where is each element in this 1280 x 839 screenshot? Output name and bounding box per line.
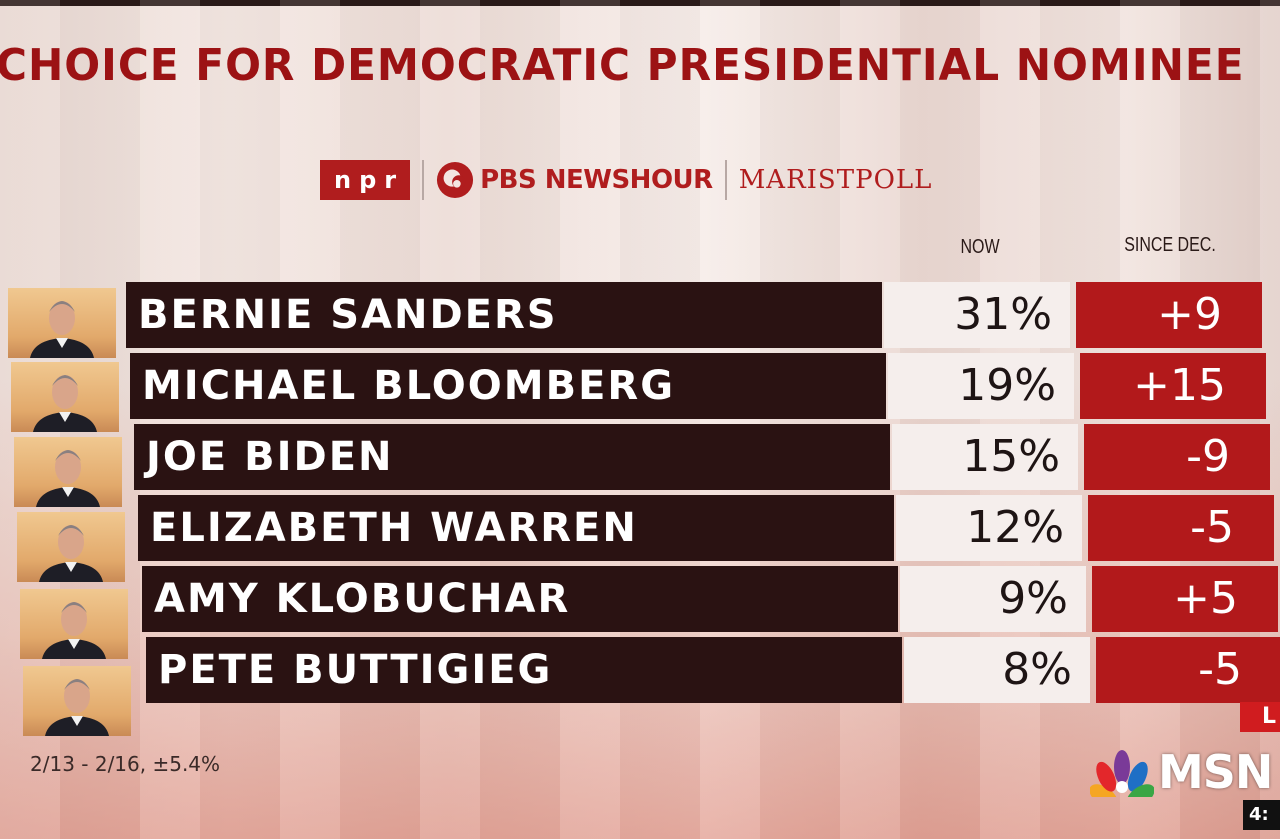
now-percentage: 19%	[888, 353, 1074, 419]
time-display: 4:	[1243, 800, 1280, 830]
person-icon	[42, 602, 106, 659]
candidate-photo	[20, 589, 128, 659]
candidate-photo	[17, 512, 125, 582]
change-since-dec: -9	[1084, 424, 1270, 490]
npr-logo: npr	[320, 160, 411, 200]
candidate-name: ELIZABETH WARREN	[138, 495, 894, 561]
change-since-dec: +15	[1080, 353, 1266, 419]
person-icon	[33, 375, 97, 432]
change-since-dec: +5	[1092, 566, 1278, 632]
network-name: MSN	[1158, 745, 1273, 799]
chart-title: CHOICE FOR DEMOCRATIC PRESIDENTIAL NOMIN…	[0, 40, 1245, 91]
peacock-icon	[1090, 750, 1154, 797]
column-header-now: NOW	[960, 236, 1000, 258]
pbs-head-icon	[437, 161, 474, 199]
now-percentage: 8%	[904, 637, 1090, 703]
now-percentage: 15%	[892, 424, 1078, 490]
candidate-name: BERNIE SANDERS	[126, 282, 882, 348]
person-icon	[36, 450, 100, 507]
candidate-photo	[8, 288, 116, 358]
now-percentage: 9%	[900, 566, 1086, 632]
network-logo: MSN	[1090, 745, 1273, 799]
candidate-photo	[14, 437, 122, 507]
now-percentage: 31%	[884, 282, 1070, 348]
person-icon	[30, 301, 94, 358]
candidate-name: PETE BUTTIGIEG	[146, 637, 902, 703]
change-since-dec: +9	[1076, 282, 1262, 348]
person-icon	[39, 525, 103, 582]
person-icon	[45, 679, 109, 736]
candidate-photo	[23, 666, 131, 736]
candidate-photo	[11, 362, 119, 432]
now-percentage: 12%	[896, 495, 1082, 561]
live-badge: L	[1240, 702, 1280, 732]
candidate-name: JOE BIDEN	[134, 424, 890, 490]
column-header-since-dec: SINCE DEC.	[1124, 234, 1216, 256]
change-since-dec: -5	[1088, 495, 1274, 561]
logo-divider	[422, 160, 425, 200]
logo-divider	[724, 160, 727, 200]
marist-poll-logo: MARISTPOLL	[738, 165, 933, 195]
poll-dates-margin-of-error: 2/13 - 2/16, ±5.4%	[30, 752, 221, 776]
pbs-newshour-logo: PBS NEWSHOUR	[436, 161, 713, 199]
change-since-dec: -5	[1096, 637, 1280, 703]
sponsor-logos: npr PBS NEWSHOUR MARISTPOLL	[320, 156, 932, 204]
candidate-name: MICHAEL BLOOMBERG	[130, 353, 886, 419]
pbs-newshour-label: PBS NEWSHOUR	[480, 165, 713, 195]
candidate-name: AMY KLOBUCHAR	[142, 566, 898, 632]
top-edge	[0, 0, 1280, 6]
